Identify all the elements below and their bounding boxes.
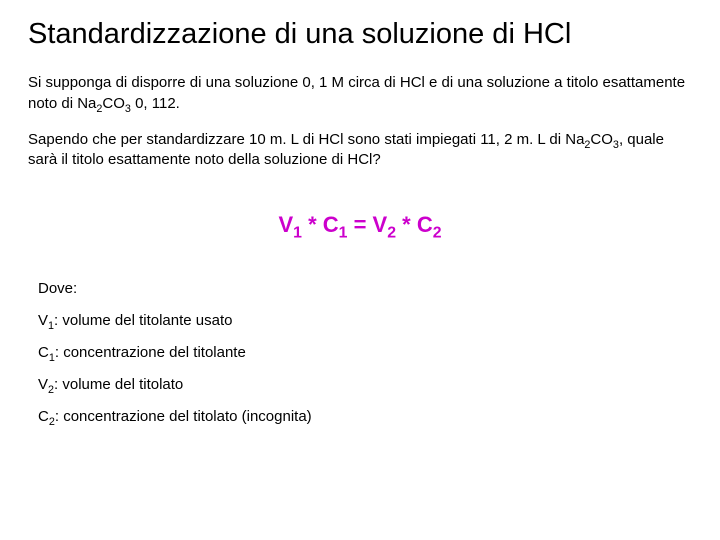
formula-star-1: *	[302, 212, 323, 237]
p1-text-c: 0, 112.	[131, 95, 180, 112]
def-v1-sym: V	[38, 312, 48, 329]
formula-star-2: *	[396, 212, 417, 237]
p2-text-b: CO	[590, 131, 613, 148]
slide-title: Standardizzazione di una soluzione di HC…	[28, 18, 692, 51]
formula-v2: V	[373, 212, 388, 237]
paragraph-2: Sapendo che per standardizzare 10 m. L d…	[28, 130, 692, 171]
def-c2-sym: C	[38, 408, 49, 425]
formula-c1: C	[323, 212, 339, 237]
def-v2-text: : volume del titolato	[54, 376, 183, 393]
def-v1-text: : volume del titolante usato	[54, 312, 232, 329]
def-c2: C2: concentrazione del titolato (incogni…	[38, 408, 692, 425]
p1-text-b: CO	[102, 95, 125, 112]
formula-sub-2b: 2	[433, 225, 442, 242]
def-v2-sym: V	[38, 376, 48, 393]
formula-sub-1a: 1	[293, 225, 302, 242]
formula: V1 * C1 = V2 * C2	[28, 212, 692, 238]
paragraph-1: Si supponga di disporre di una soluzione…	[28, 73, 692, 114]
formula-sub-2a: 2	[387, 225, 396, 242]
definitions: Dove: V1: volume del titolante usato C1:…	[38, 280, 692, 425]
dove-label: Dove:	[38, 280, 692, 297]
def-c2-text: : concentrazione del titolato (incognita…	[55, 408, 312, 425]
def-c1-sym: C	[38, 344, 49, 361]
formula-v1: V	[278, 212, 293, 237]
slide: Standardizzazione di una soluzione di HC…	[0, 0, 720, 540]
formula-eq: =	[347, 212, 372, 237]
def-v2: V2: volume del titolato	[38, 376, 692, 393]
def-c1-text: : concentrazione del titolante	[55, 344, 246, 361]
def-c1: C1: concentrazione del titolante	[38, 344, 692, 361]
p2-text-a: Sapendo che per standardizzare 10 m. L d…	[28, 131, 584, 148]
formula-c2: C	[417, 212, 433, 237]
def-v1: V1: volume del titolante usato	[38, 312, 692, 329]
